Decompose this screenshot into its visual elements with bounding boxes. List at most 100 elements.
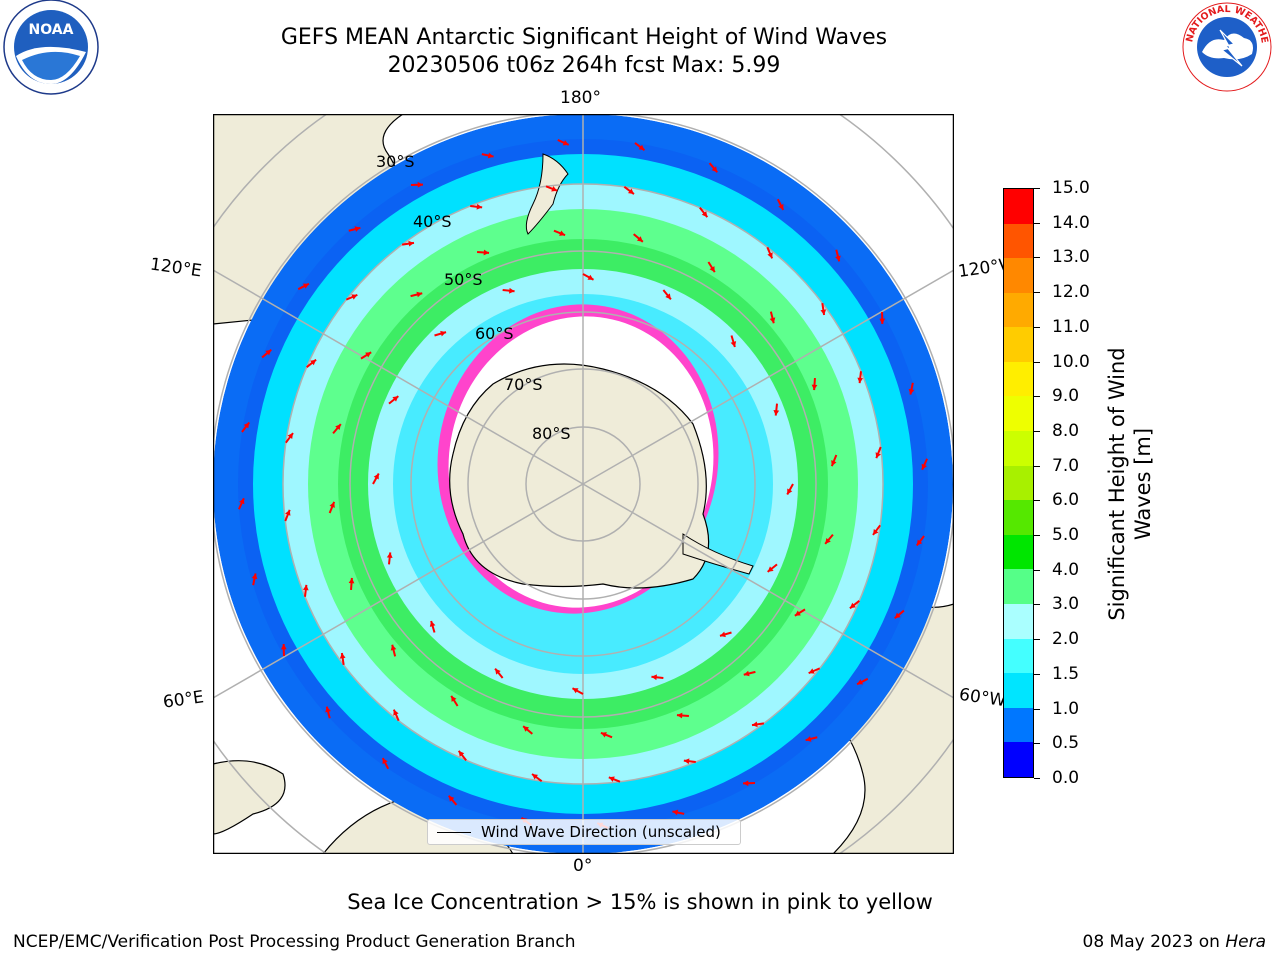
noaa-logo-text: NOAA (29, 22, 74, 38)
colorbar-segment (1004, 188, 1033, 224)
colorbar-tick-label: 11.0 (1034, 317, 1090, 337)
wave-arrow-head (794, 610, 801, 616)
lon-label-0: 0° (573, 856, 593, 876)
wave-arrow-head (487, 152, 494, 159)
wave-arrow-head (440, 330, 447, 337)
wave-arrow-head (857, 679, 864, 685)
footer-date-text: 08 May 2023 on (1082, 932, 1226, 952)
wave-arrow-head (683, 758, 690, 765)
wave-arrow-head (572, 688, 579, 694)
wave-arrow-head (825, 537, 831, 544)
wave-arrow-head (310, 359, 317, 366)
wave-arrow-head (416, 291, 423, 298)
wave-arrow-head (335, 424, 341, 431)
wave-arrow-head (373, 473, 379, 480)
wave-arrow-head (239, 498, 245, 505)
footer-credit: NCEP/EMC/Verification Post Processing Pr… (13, 932, 576, 952)
new-zealand-land (525, 153, 569, 235)
colorbar-segment (1004, 569, 1033, 605)
map-legend: Wind Wave Direction (unscaled) (427, 819, 741, 845)
wave-arrow-head (811, 384, 818, 391)
colorbar-tick-label: 4.0 (1034, 560, 1079, 580)
wave-arrow-head (351, 294, 358, 300)
wave-arrow-head (325, 706, 331, 713)
colorbar-segment (1004, 500, 1033, 535)
wave-arrow-head (628, 188, 634, 195)
wave-arrow-head (805, 736, 812, 742)
lat-label-50s: 50°S (444, 270, 483, 289)
wave-arrow-head (752, 721, 758, 728)
wave-arrow-head (302, 584, 309, 591)
wave-arrow-head (483, 249, 490, 256)
nws-logo: NATIONAL WEATHER SERVICE (1180, 0, 1272, 92)
wave-arrow-head (921, 463, 927, 470)
colorbar-tick-label: 12.0 (1034, 282, 1090, 302)
wave-arrow-head (458, 750, 465, 757)
wave-arrow-head (339, 653, 346, 659)
wave-arrow-head (608, 776, 615, 782)
wave-arrow-head (769, 317, 776, 324)
wave-arrow-head (386, 552, 393, 558)
wave-arrow-head (562, 140, 569, 146)
madagascar-land (213, 760, 286, 835)
graticule (213, 114, 954, 854)
wave-arrow-head (820, 309, 827, 315)
wave-arrow-head (767, 566, 774, 572)
wave-arrow-head (676, 712, 683, 719)
wave-arrow-head (787, 488, 793, 495)
noaa-logo: NOAA (3, 0, 99, 95)
wave-arrow-head (665, 293, 671, 300)
wave-arrow-head (743, 670, 750, 677)
wave-arrow-head (651, 674, 657, 681)
colorbar-tick-label: 6.0 (1034, 490, 1079, 510)
wave-arrow-head (672, 809, 679, 816)
wave-arrow-head (329, 501, 335, 508)
colorbar-tick-label: 1.0 (1034, 699, 1079, 719)
wave-arrow-head (393, 709, 399, 716)
footer-date: 08 May 2023 on Hera (1083, 932, 1267, 952)
wave-arrow-head (908, 388, 915, 395)
colorbar-segment (1004, 292, 1033, 328)
wave-arrow-head (875, 452, 881, 459)
wave-arrow-head (743, 780, 749, 787)
colorbar-segment (1004, 707, 1033, 743)
colorbar-tick-label: 14.0 (1034, 213, 1090, 233)
wave-arrow-head (476, 203, 483, 210)
wave-arrow-head (636, 236, 643, 242)
wave-arrow-head (509, 287, 515, 294)
colorbar-segment (1004, 742, 1033, 777)
colorbar-segment (1004, 638, 1033, 674)
title-line-1: GEFS MEAN Antarctic Significant Height o… (280, 25, 888, 50)
wave-arrow-head (835, 255, 841, 262)
wave-arrow-head (730, 341, 737, 348)
wave-arrow-head (808, 668, 815, 674)
colorbar-tick-label: 15.0 (1034, 178, 1090, 198)
colorbar-segment (1004, 258, 1033, 293)
colorbar-segment (1004, 361, 1033, 397)
legend-line-swatch (437, 831, 471, 833)
colorbar-tick-label: 8.0 (1034, 421, 1079, 441)
wave-arrow-head (382, 758, 388, 765)
footer-machine: Hera (1225, 932, 1266, 952)
wave-arrow-head (243, 422, 250, 429)
wave-arrow-head (638, 144, 645, 151)
wave-arrow-head (709, 266, 715, 273)
wave-arrow-head (587, 274, 594, 280)
colorbar-label: Significant Height of Wind Waves [m] (1105, 347, 1155, 621)
wave-arrow-head (916, 539, 923, 546)
wave-arrow-head (719, 631, 726, 638)
chart-title: GEFS MEAN Antarctic Significant Height o… (0, 24, 1168, 80)
lat-label-60s: 60°S (475, 324, 514, 343)
colorbar (1003, 188, 1034, 778)
wave-arrow-head (773, 410, 780, 416)
wave-arrow-head (778, 203, 784, 210)
colorbar-segment (1004, 327, 1033, 362)
wave-arrow-head (532, 773, 538, 780)
wave-arrow-head (879, 318, 886, 324)
wave-arrow-head (365, 352, 372, 358)
wave-arrow-head (559, 230, 566, 236)
wave-arrow-head (451, 695, 457, 702)
lat-label-70s: 70°S (504, 375, 543, 394)
wave-arrow-head (285, 509, 291, 516)
sea-ice-note: Sea Ice Concentration > 15% is shown in … (347, 890, 933, 914)
